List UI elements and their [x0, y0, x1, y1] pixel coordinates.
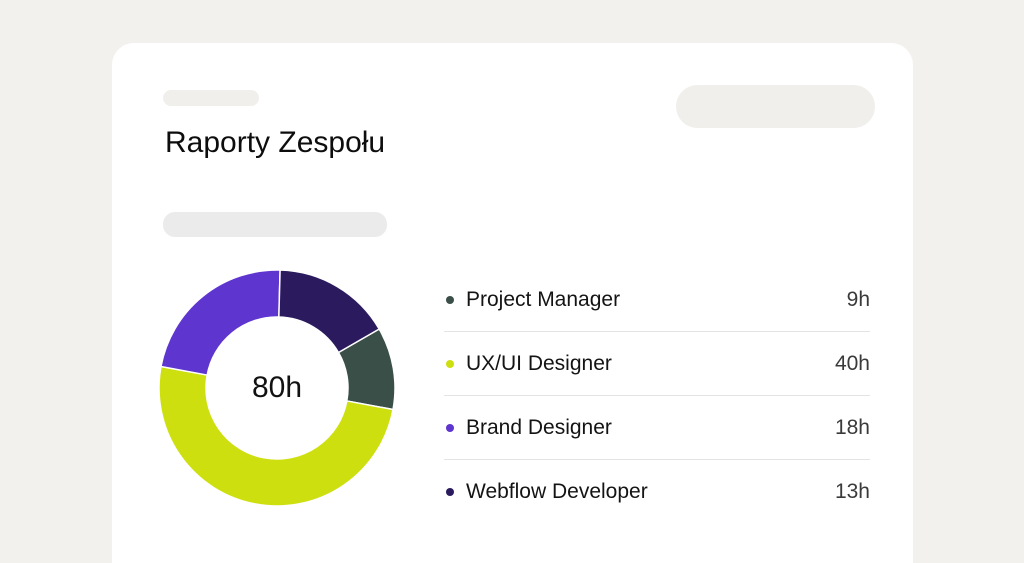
placeholder-subtitle-bar	[163, 212, 387, 237]
legend-row: Webflow Developer 13h	[444, 460, 870, 523]
legend-dot-1	[446, 359, 454, 368]
donut-chart	[158, 269, 396, 507]
placeholder-bar	[163, 90, 259, 106]
legend-row: UX/UI Designer 40h	[444, 332, 870, 396]
legend-hours: 9h	[846, 287, 870, 311]
team-report-card: Raporty Zespołu 80h Project Manager 9h U…	[112, 43, 913, 563]
legend-dot-2	[446, 423, 454, 432]
donut-slice-webflow-developer	[278, 269, 381, 354]
donut-slice-ux-ui-designer	[158, 365, 394, 507]
legend-row: Project Manager 9h	[444, 268, 870, 332]
legend-dot-3	[446, 487, 454, 496]
legend-row: Brand Designer 18h	[444, 396, 870, 460]
legend-dot-0	[446, 295, 454, 304]
legend-role: Brand Designer	[466, 415, 612, 439]
legend-list: Project Manager 9h UX/UI Designer 40h Br…	[444, 268, 870, 523]
legend-hours: 40h	[834, 351, 870, 375]
legend-role: Webflow Developer	[466, 479, 648, 503]
legend-role: UX/UI Designer	[466, 351, 612, 375]
placeholder-pill	[676, 85, 875, 128]
legend-hours: 18h	[834, 415, 870, 439]
legend-hours: 13h	[834, 479, 870, 503]
donut-center-total: 80h	[251, 371, 303, 404]
legend-role: Project Manager	[466, 287, 621, 311]
page-title: Raporty Zespołu	[165, 126, 386, 159]
